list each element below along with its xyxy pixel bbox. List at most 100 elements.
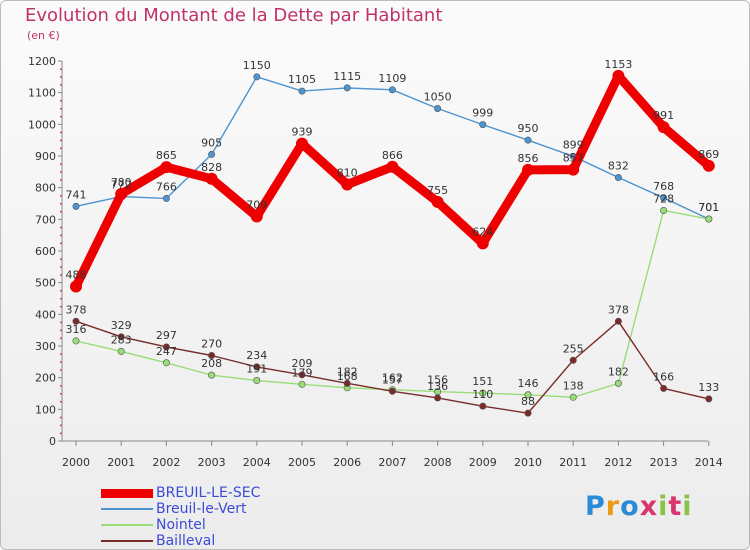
data-point bbox=[431, 195, 444, 208]
logo-letter: i bbox=[682, 491, 693, 522]
legend-label: Bailleval bbox=[156, 533, 216, 549]
data-label: 209 bbox=[292, 357, 313, 370]
y-minor-tick bbox=[60, 274, 62, 276]
y-minor-tick bbox=[60, 195, 62, 197]
y-minor-tick bbox=[60, 353, 62, 355]
y-tick-label: 1200 bbox=[28, 55, 56, 68]
data-label: 255 bbox=[563, 342, 584, 355]
y-tick-label: 1000 bbox=[28, 118, 56, 131]
data-point bbox=[705, 395, 713, 403]
y-minor-tick bbox=[60, 76, 62, 78]
y-tick-label: 500 bbox=[35, 277, 56, 290]
data-point bbox=[476, 237, 489, 250]
data-label: 950 bbox=[518, 122, 539, 135]
y-minor-tick bbox=[60, 139, 62, 142]
data-point bbox=[569, 393, 577, 401]
x-tick-label: 2000 bbox=[62, 456, 90, 469]
data-point bbox=[72, 337, 80, 345]
data-point bbox=[343, 379, 351, 387]
data-point bbox=[660, 384, 668, 392]
y-minor-tick bbox=[60, 416, 62, 419]
data-label: 138 bbox=[563, 379, 584, 392]
data-point bbox=[434, 105, 442, 113]
legend-swatch bbox=[101, 508, 153, 510]
data-label: 856 bbox=[518, 152, 539, 165]
data-label: 899 bbox=[563, 138, 584, 151]
y-minor-tick bbox=[60, 179, 62, 181]
data-label: 1150 bbox=[243, 59, 271, 72]
logo-letter: i bbox=[658, 491, 669, 522]
x-tick-label: 2014 bbox=[695, 456, 723, 469]
data-label: 1050 bbox=[424, 91, 452, 104]
data-label: 146 bbox=[518, 377, 539, 390]
data-point bbox=[115, 188, 128, 200]
legend-swatch bbox=[101, 488, 153, 498]
data-label: 182 bbox=[337, 365, 358, 378]
data-point bbox=[569, 356, 577, 364]
y-minor-tick bbox=[60, 400, 62, 403]
y-minor-tick bbox=[60, 298, 62, 300]
x-tick-label: 2010 bbox=[514, 456, 542, 469]
y-minor-tick bbox=[60, 147, 62, 150]
data-label: 168 bbox=[337, 370, 358, 383]
y-minor-tick bbox=[60, 100, 62, 102]
data-label: 869 bbox=[698, 148, 719, 161]
logo-letter: x bbox=[639, 491, 659, 522]
data-point bbox=[117, 333, 125, 341]
x-tick-label: 2009 bbox=[469, 456, 497, 469]
y-minor-tick bbox=[60, 329, 62, 332]
data-point bbox=[70, 280, 82, 293]
data-point bbox=[479, 389, 487, 397]
chart-title: Evolution du Montant de la Dette par Hab… bbox=[25, 5, 443, 26]
data-point bbox=[162, 194, 170, 202]
data-label: 991 bbox=[653, 109, 674, 122]
y-minor-tick bbox=[60, 171, 62, 173]
data-label: 709 bbox=[246, 198, 267, 211]
y-tick-label: 600 bbox=[35, 245, 56, 258]
data-point bbox=[388, 387, 396, 395]
data-point bbox=[702, 159, 715, 172]
data-point bbox=[660, 194, 668, 202]
x-tick-label: 2006 bbox=[333, 456, 361, 469]
y-tick-label: 300 bbox=[35, 340, 56, 353]
y-minor-tick bbox=[60, 115, 62, 118]
logo-letter: r bbox=[605, 491, 621, 522]
legend-swatch bbox=[101, 524, 153, 526]
data-label: 297 bbox=[156, 329, 177, 342]
legend-swatch bbox=[101, 540, 153, 542]
data-label: 156 bbox=[427, 374, 448, 387]
y-minor-tick bbox=[60, 385, 62, 387]
data-label: 247 bbox=[156, 345, 177, 358]
x-tick-label: 2003 bbox=[198, 456, 226, 469]
y-tick-label: 800 bbox=[35, 182, 56, 195]
y-minor-tick bbox=[60, 258, 62, 260]
y-minor-tick bbox=[60, 226, 62, 229]
data-point bbox=[250, 210, 263, 223]
data-label: 88 bbox=[521, 395, 535, 408]
data-label: 939 bbox=[292, 126, 313, 139]
y-minor-tick bbox=[60, 68, 62, 70]
data-label: 182 bbox=[608, 365, 629, 378]
data-point bbox=[522, 163, 534, 176]
legend-label: Nointel bbox=[156, 517, 206, 533]
data-label: 741 bbox=[66, 188, 87, 201]
y-minor-tick bbox=[60, 393, 62, 395]
x-tick-label: 2007 bbox=[378, 456, 406, 469]
data-point bbox=[72, 202, 80, 210]
y-minor-tick bbox=[60, 266, 62, 268]
data-point bbox=[162, 359, 170, 367]
data-point bbox=[253, 377, 261, 385]
data-label: 810 bbox=[337, 167, 358, 180]
data-label: 772 bbox=[111, 179, 132, 192]
y-tick-label: 1100 bbox=[28, 87, 56, 100]
data-label: 378 bbox=[66, 303, 87, 316]
data-point bbox=[298, 87, 306, 95]
data-point bbox=[479, 402, 487, 410]
data-point bbox=[614, 379, 622, 387]
y-minor-tick bbox=[60, 84, 62, 86]
y-tick-label: 100 bbox=[35, 403, 56, 416]
data-label: 828 bbox=[201, 161, 222, 174]
x-tick-label: 2008 bbox=[424, 456, 452, 469]
y-minor-tick bbox=[60, 163, 62, 165]
data-point bbox=[253, 363, 261, 371]
